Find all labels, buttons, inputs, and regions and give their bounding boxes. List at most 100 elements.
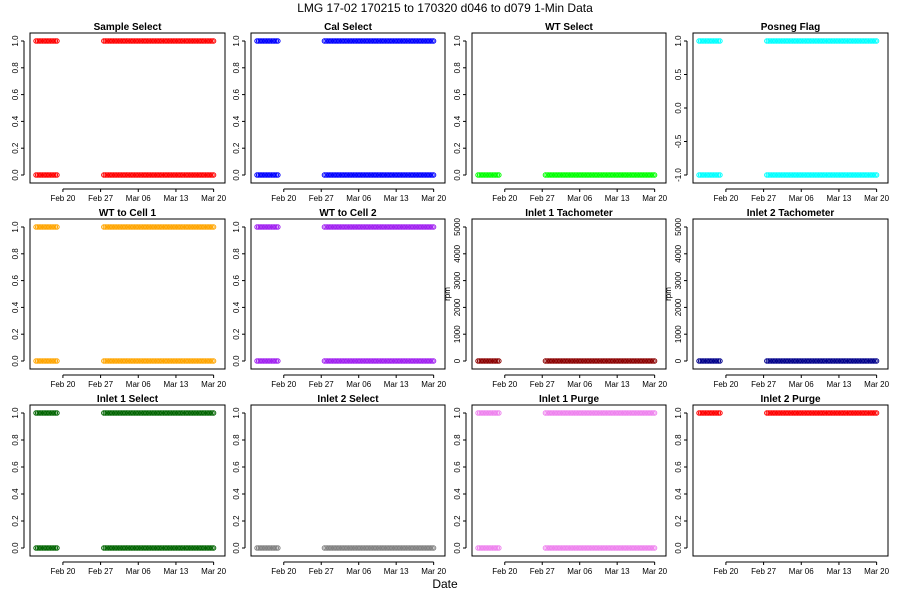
y-tick-label: 0.2	[232, 328, 241, 340]
x-tick-label: Mar 13	[605, 567, 630, 576]
y-tick-label: 0	[674, 358, 683, 363]
x-tick-label: Mar 13	[826, 567, 851, 576]
y-tick-label: 0.0	[453, 542, 462, 554]
x-tick-label: Feb 20	[713, 567, 738, 576]
y-tick-label: 0.4	[232, 115, 241, 127]
x-tick-label: Feb 27	[751, 380, 776, 389]
y-tick-label: 1.0	[674, 407, 683, 419]
y-tick-label: 0.2	[11, 515, 20, 527]
plot-frame	[693, 405, 888, 556]
x-tick-label: Mar 06	[789, 380, 814, 389]
panel-10: Inlet 2 Select 0.0 0.2 0.4 0.6 0.8 1.0 Feb 20 Fe…	[232, 394, 447, 576]
y-tick-label: 0.6	[453, 88, 462, 100]
y-tick-label: 0.2	[11, 142, 20, 154]
y-tick-label: 0	[453, 358, 462, 363]
x-tick-label: Mar 06	[126, 194, 151, 203]
x-tick-label: Feb 20	[271, 567, 296, 576]
y-tick-label: 0.0	[674, 542, 683, 554]
panel-3: WT Select0.00.20.40.60.81.0Feb 20 Feb 27 M…	[453, 22, 668, 203]
y-tick-label: 0.6	[11, 461, 20, 473]
x-tick-label: Mar 20	[201, 194, 226, 203]
panel-1: Sample Select0.00.20.40.60.81.0Feb 20 Feb…	[11, 22, 227, 203]
x-tick-label: Mar 13	[163, 380, 188, 389]
y-tick-label: 0.6	[11, 88, 20, 100]
x-tick-label: Mar 20	[864, 567, 889, 576]
plot-frame	[251, 33, 445, 183]
y-tick-label: 0.4	[453, 488, 462, 500]
x-tick-label: Mar 13	[826, 194, 851, 203]
x-tick-label: Mar 20	[642, 194, 667, 203]
y-tick-label: 1000	[453, 325, 462, 343]
x-tick-label: Feb 20	[50, 567, 75, 576]
x-tick-label: Feb 20	[492, 567, 517, 576]
y-tick-label: 2000	[674, 298, 683, 316]
y-tick-label: 0.0	[453, 169, 462, 181]
x-tick-label: Mar 06	[789, 567, 814, 576]
data-series	[255, 39, 436, 177]
y-tick-label: 0.4	[11, 115, 20, 127]
panel-2: Cal Select0.00.20.40.60.81.0Feb 20 Feb 27…	[232, 22, 447, 203]
x-tick-label: Feb 20	[713, 380, 738, 389]
y-tick-label: 2000	[453, 298, 462, 316]
panel-title: WT Select	[545, 22, 593, 33]
y-tick-label: 0.0	[11, 542, 20, 554]
panel-12: Inlet 2 Purge0.00.20.40.60.81.0Feb 20 Feb…	[674, 394, 890, 576]
panel-4: Posneg Flag-1.0-0.50.00.51.0Feb 20 Feb 27…	[674, 22, 890, 203]
panel-title: Inlet 1 Select	[97, 394, 159, 405]
plot-frame	[251, 219, 445, 369]
y-tick-label: 3000	[674, 271, 683, 289]
plot-frame	[472, 219, 666, 369]
x-tick-label: Feb 27	[530, 380, 555, 389]
y-tick-label: 0.4	[11, 301, 20, 313]
y-tick-label: 1.0	[11, 35, 20, 47]
plot-frame	[30, 219, 225, 369]
plot-frame	[30, 405, 225, 556]
y-tick-label: 0.8	[11, 248, 20, 260]
data-series	[476, 173, 657, 177]
y-tick-label: 1.0	[232, 407, 241, 419]
panel-title: Inlet 2 Purge	[760, 394, 820, 405]
x-tick-label: Mar 06	[346, 194, 371, 203]
y-tick-label: 0.8	[453, 62, 462, 74]
y-tick-label: 0.8	[11, 62, 20, 74]
x-tick-label: Mar 13	[605, 194, 630, 203]
figure-title: LMG 17-02 170215 to 170320 d046 to d079 …	[297, 1, 593, 15]
x-tick-label: Feb 27	[88, 567, 113, 576]
y-tick-label: 5000	[674, 218, 683, 236]
y-tick-label: 1.0	[232, 221, 241, 233]
x-tick-label: Mar 06	[567, 380, 592, 389]
y-tick-label: 0.4	[11, 488, 20, 500]
x-tick-label: Mar 13	[384, 194, 409, 203]
panel-11: Inlet 1 Purge0.00.20.40.60.81.0Feb 20 Feb…	[453, 394, 668, 576]
y-tick-label: 0.2	[674, 515, 683, 527]
x-tick-label: Feb 20	[50, 194, 75, 203]
x-tick-label: Feb 27	[88, 380, 113, 389]
y-tick-label: 0.2	[11, 328, 20, 340]
x-tick-label: Mar 20	[201, 380, 226, 389]
y-tick-label: 1.0	[674, 35, 683, 47]
y-tick-label: 0.0	[232, 542, 241, 554]
panel-title: WT to Cell 2	[319, 208, 377, 219]
plot-frame	[472, 405, 666, 556]
y-axis-label: rpm	[664, 287, 673, 301]
x-tick-label: Mar 06	[126, 567, 151, 576]
data-series	[476, 359, 657, 363]
panel-6: WT to Cell 20.00.20.40.60.81.0Feb 20 Feb …	[232, 208, 447, 389]
y-tick-label: 0.6	[453, 461, 462, 473]
x-tick-label: Mar 06	[346, 567, 371, 576]
y-tick-label: 1.0	[11, 407, 20, 419]
panel-title: WT to Cell 1	[99, 208, 157, 219]
panel-title: Posneg Flag	[761, 22, 820, 33]
y-tick-label: 0.6	[674, 461, 683, 473]
x-tick-label: Mar 20	[421, 380, 446, 389]
y-tick-label: 1.0	[232, 35, 241, 47]
data-series	[34, 411, 216, 550]
x-tick-label: Mar 13	[384, 380, 409, 389]
y-tick-label: 0.0	[232, 355, 241, 367]
y-tick-label: 0.5	[674, 68, 683, 80]
panel-9: Inlet 1 Select 0.0 0.2 0.4 0.6 0.8 1.0 Feb 20 Fe…	[11, 394, 227, 576]
x-tick-label: Mar 20	[642, 567, 667, 576]
x-tick-label: Mar 20	[642, 380, 667, 389]
x-tick-label: Feb 27	[530, 567, 555, 576]
panel-title: Cal Select	[324, 22, 372, 33]
